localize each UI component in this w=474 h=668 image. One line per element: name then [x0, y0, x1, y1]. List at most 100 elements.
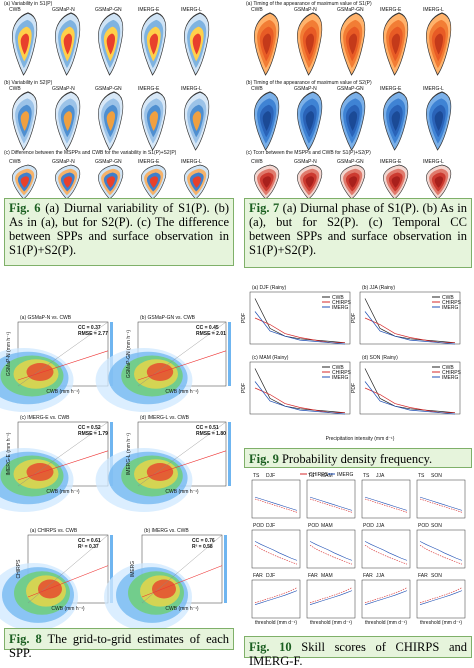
caption-text: The grid-to-grid estimates of each SPP.	[9, 632, 229, 660]
skill-line	[419, 590, 463, 605]
panel-title: (a) GSMaP-N vs. CWB	[20, 315, 72, 321]
panel-title: (d) SON (Rainy)	[362, 355, 398, 361]
panel-metric: FAR	[308, 573, 318, 579]
panel-season: JJA	[376, 523, 385, 529]
x-label: threshold (mm d⁻¹)	[255, 620, 297, 626]
legend-label: IMERG	[332, 305, 349, 311]
panel-season: SON	[431, 523, 442, 529]
skill-line	[309, 590, 353, 605]
pdf-line	[364, 381, 456, 415]
panel-season: MAM	[321, 473, 333, 479]
colorbar	[228, 422, 231, 486]
product-label: GSMaP-GN	[337, 159, 364, 165]
panel-title: (d) IMERG-L vs. CWB	[140, 415, 190, 421]
density-blob	[146, 363, 174, 381]
panel-title: (b) Variability in S2(P)	[4, 80, 53, 86]
panel-metric: FAR	[363, 573, 373, 579]
caption-text: (a) Diurnal phase of S1(P). (b) As in (a…	[249, 201, 467, 257]
panel-season: SON	[431, 473, 442, 479]
panel-metric: FAR	[418, 573, 428, 579]
map-shape	[63, 176, 73, 188]
pdf-line	[254, 311, 346, 345]
product-label: GSMaP-N	[294, 159, 317, 165]
pdf-line	[254, 368, 346, 414]
legend-label: CHIRPS	[442, 370, 462, 376]
skill-line	[364, 496, 408, 511]
caption-label: Fig. 7	[249, 201, 280, 215]
plot-frame	[306, 479, 356, 519]
product-label: CWB	[9, 159, 21, 165]
product-label: IMERG-L	[181, 7, 202, 13]
panel-metric: POD	[308, 523, 319, 529]
legend-label: CWB	[442, 295, 454, 301]
stat: R² = 0.58	[192, 544, 213, 550]
caption-label: Fig. 8	[9, 632, 42, 646]
panel-season: DJF	[266, 473, 275, 479]
panel-title: (c) Difference between the MSPPs and CWB…	[4, 150, 177, 156]
caption: Fig. 9 Probability density frequency.	[244, 448, 472, 468]
plot-frame	[359, 361, 461, 415]
y-label: IMERG-L (mm h⁻¹)	[126, 433, 132, 476]
caption: Fig. 7 (a) Diurnal phase of S1(P). (b) A…	[244, 198, 472, 268]
panel-title: (c) IMERG-E vs. CWB	[20, 415, 70, 421]
panel-season: MAM	[321, 523, 333, 529]
map-shape	[20, 176, 30, 188]
colorbar	[224, 535, 227, 603]
map-shape	[262, 33, 272, 55]
fit-line	[17, 450, 109, 481]
plot-frame	[361, 529, 411, 569]
product-label: IMERG-L	[423, 7, 444, 13]
product-label: CWB	[251, 7, 263, 13]
stat: CC = 0.51	[196, 425, 219, 431]
map-shape	[106, 176, 116, 188]
plot-frame	[306, 529, 356, 569]
stat: RMSE = 1.79	[78, 431, 108, 437]
caption: Fig. 6 (a) Diurnal variability of S1(P).…	[4, 198, 234, 266]
skill-line	[309, 544, 353, 565]
panel-title: (a) Timing of the appearance of maximum …	[246, 1, 372, 7]
skill-line	[364, 590, 408, 605]
fit-line	[137, 450, 227, 481]
x-label: CWB (mm h⁻¹)	[46, 389, 80, 395]
map-shape	[20, 111, 30, 131]
panel-title: (b) JJA (Rainy)	[362, 285, 395, 291]
product-label: GSMaP-N	[294, 86, 317, 92]
legend-label: IMERG	[337, 472, 354, 478]
legend-label: IMERG	[442, 375, 459, 381]
colorbar	[228, 322, 231, 386]
plot-frame	[416, 529, 466, 569]
stat: CC = 0.45	[196, 325, 219, 331]
stat: RMSE = 2.01	[196, 331, 226, 337]
pdf-line	[254, 298, 346, 344]
legend-label: CHIRPS	[332, 300, 352, 306]
product-label: IMERG-L	[423, 159, 444, 165]
product-label: GSMaP-N	[52, 86, 75, 92]
x-label: threshold (mm d⁻¹)	[420, 620, 462, 626]
pdf-line	[364, 368, 456, 414]
legend-label: CHIRPS	[332, 370, 352, 376]
panel-title: (a) DJF (Rainy)	[252, 285, 287, 291]
plot-frame	[249, 361, 351, 415]
panel-season: DJF	[266, 523, 275, 529]
map-shape	[434, 176, 444, 188]
fit-line	[17, 350, 109, 381]
product-label: CWB	[9, 86, 21, 92]
map-shape	[63, 33, 73, 55]
skill-line	[309, 541, 353, 561]
map-shape	[149, 176, 159, 188]
product-label: IMERG-L	[423, 86, 444, 92]
panel-title: (a) CHIRPS vs. CWB	[30, 528, 78, 534]
caption-text: Probability density frequency.	[281, 452, 433, 466]
panel-title: (c) MAM (Rainy)	[252, 355, 289, 361]
x-label: CWB (mm h⁻¹)	[51, 606, 85, 612]
pdf-line	[364, 311, 456, 345]
panel-metric: POD	[363, 523, 374, 529]
density-blob	[26, 463, 54, 481]
product-label: CWB	[251, 86, 263, 92]
plot-frame	[251, 529, 301, 569]
panel-season: JJA	[376, 573, 385, 579]
panel-title: (b) IMERG vs. CWB	[144, 528, 189, 534]
skill-line	[419, 496, 463, 511]
skill-line	[309, 496, 353, 511]
x-label: threshold (mm d⁻¹)	[365, 620, 407, 626]
